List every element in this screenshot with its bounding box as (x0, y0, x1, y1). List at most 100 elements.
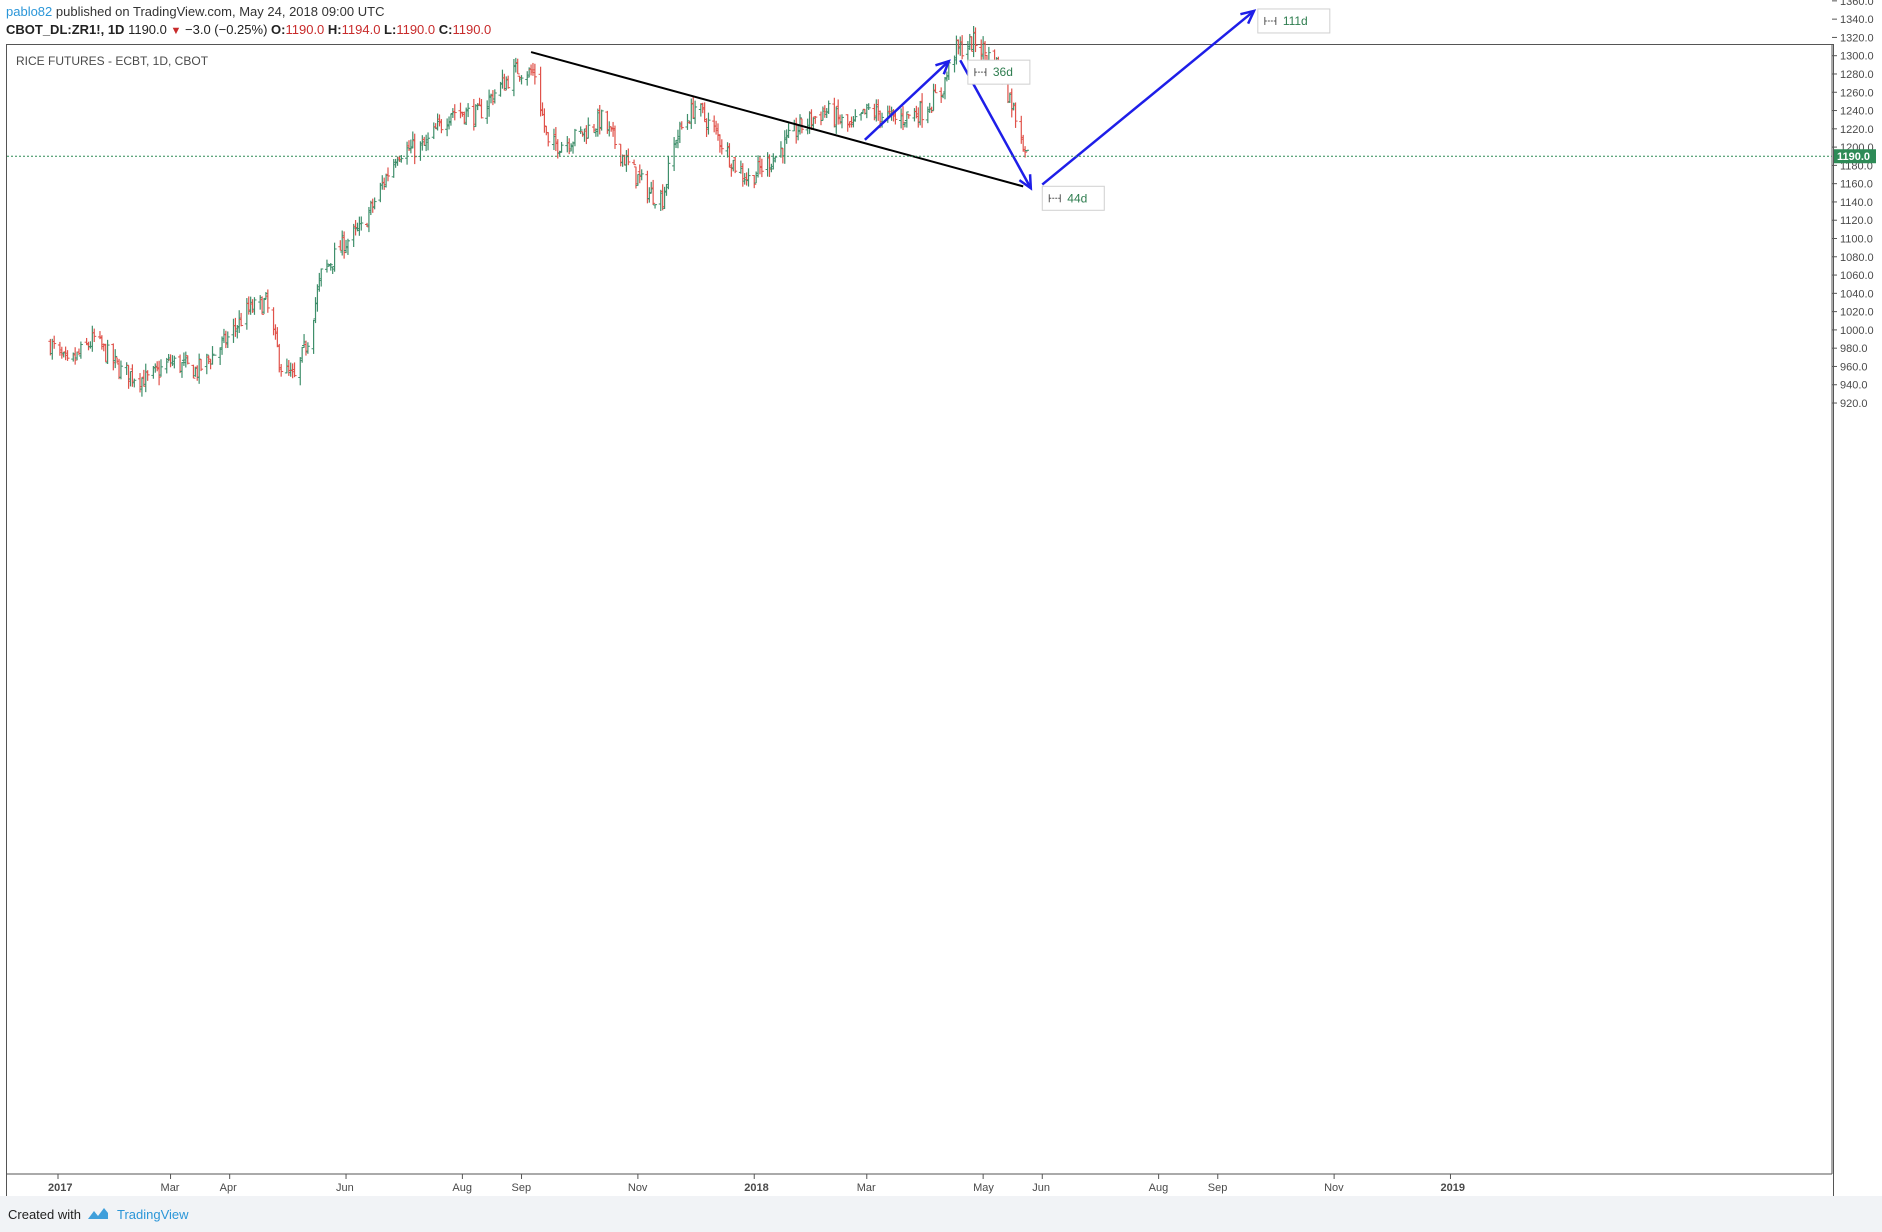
y-tick-label: 1040.0 (1840, 288, 1874, 300)
high-label: H: (327, 22, 342, 37)
trendline (530, 51, 1024, 188)
last-price-label: 1190.0 (1837, 151, 1870, 163)
low-value: 1190.0 (396, 22, 436, 37)
x-tick-label: Mar (857, 1182, 876, 1194)
created-with-text: Created with (8, 1207, 81, 1222)
x-tick-label: 2018 (744, 1182, 768, 1194)
y-tick-label: 960.0 (1840, 361, 1868, 373)
ohlc-bar (1023, 146, 1028, 158)
ohlc-bar (279, 364, 284, 377)
open-value: 1190.0 (285, 22, 325, 37)
x-tick-label: Sep (1208, 1182, 1228, 1194)
close-label: C: (438, 22, 453, 37)
ohlc-bar (746, 168, 751, 187)
y-tick-label: 1340.0 (1840, 14, 1874, 26)
ohlc-bar (906, 113, 911, 119)
y-tick-label: 1000.0 (1840, 325, 1874, 337)
x-tick-label: 2017 (48, 1182, 72, 1194)
chart-axes: 920.0 940.0 960.0 980.0 1000.0 1020.0 1040.0 10… (7, 0, 1876, 1194)
ohlc-bar (893, 110, 898, 125)
x-tick-label: 2019 (1440, 1182, 1464, 1194)
ohlc-bar (752, 174, 757, 189)
y-tick-label: 1280.0 (1840, 69, 1874, 81)
ohlc-bar (546, 131, 551, 147)
ohlc-bar (385, 167, 390, 182)
ohlc-bar (515, 58, 520, 75)
forecast-arrow-1 (864, 60, 950, 141)
ohlc-bar (773, 156, 778, 163)
ohlc-bar (239, 312, 244, 327)
ohlc-bar (332, 242, 337, 272)
y-tick-label: 1160.0 (1840, 179, 1873, 191)
x-tick-label: Apr (220, 1182, 237, 1194)
down-triangle-icon: ▼ (170, 25, 182, 37)
tradingview-link[interactable]: TradingView (117, 1207, 189, 1222)
ohlc-bar (679, 121, 684, 130)
y-tick-label: 1100.0 (1840, 234, 1873, 246)
close-value: 1190.0 (452, 22, 492, 37)
ohlc-bar (706, 112, 711, 135)
ohlc-bar (866, 103, 871, 111)
ohlc-bar (300, 346, 305, 363)
ohlc-bar (933, 84, 938, 94)
ohlc-bar (532, 63, 537, 85)
ohlc-bar (206, 355, 211, 365)
ohlc-bar (164, 357, 169, 374)
range-label: 36d (967, 59, 1031, 85)
y-tick-label: 1060.0 (1840, 270, 1874, 282)
ohlc-bar (502, 73, 507, 91)
ohlc-bar (813, 115, 818, 124)
ohlc-bar (572, 128, 577, 147)
ohlc-bar (719, 139, 724, 155)
arrowhead-icon (1018, 174, 1033, 191)
ohlc-bar (452, 104, 457, 121)
high-value: 1194.0 (341, 22, 381, 37)
ohlc-bar (733, 156, 738, 174)
footer-bar: Created with TradingView (0, 1196, 1882, 1232)
ohlc-bar (292, 362, 297, 378)
ohlc-bar (973, 27, 978, 53)
y-tick-label: 1320.0 (1840, 32, 1874, 44)
ohlc-bar (439, 119, 444, 134)
arrowhead-icon (1240, 9, 1257, 25)
y-tick-label: 940.0 (1840, 380, 1868, 392)
ohlc-bar (559, 141, 564, 153)
ohlc-bar (262, 298, 267, 314)
ohlc-bar (506, 75, 511, 89)
ohlc-bar (399, 155, 404, 163)
ohlc-bar (626, 148, 631, 166)
last-price: 1190.0 (128, 22, 167, 37)
ohlc-bars (48, 26, 1030, 397)
ohlc-bar (225, 331, 230, 348)
ohlc-bar (798, 114, 803, 135)
ohlc-bar (311, 319, 316, 354)
ohlc-bar (612, 125, 617, 149)
x-tick-label: Nov (1324, 1182, 1344, 1194)
x-tick-label: Aug (452, 1182, 472, 1194)
range-label-text: 44d (1067, 191, 1087, 205)
ohlc-bar (839, 114, 844, 129)
ohlc-bar (159, 359, 164, 377)
ohlc-bar (65, 350, 70, 361)
range-label-text: 111d (1283, 14, 1308, 28)
ohlc-bar (132, 378, 137, 388)
ohlc-bar (960, 35, 965, 60)
y-tick-label: 980.0 (1840, 343, 1868, 355)
ohlc-bar (172, 355, 177, 369)
ohlc-bar (113, 349, 118, 369)
y-tick-label: 1220.0 (1840, 124, 1874, 136)
ohlc-bar (92, 328, 97, 343)
x-tick-label: Nov (628, 1182, 648, 1194)
tradingview-logo-icon[interactable] (86, 1205, 110, 1223)
ohlc-bar (1025, 149, 1030, 152)
y-tick-label: 1260.0 (1840, 87, 1874, 99)
chart-frame[interactable] (6, 44, 1834, 1197)
publish-header: pablo82 published on TradingView.com, Ma… (0, 0, 1882, 41)
author-link[interactable]: pablo82 (6, 4, 53, 19)
chart-drawings: 36d 44d 111d (530, 8, 1331, 211)
ohlc-bar (859, 112, 864, 121)
ohlc-bar (853, 109, 858, 122)
ohlc-bar (78, 341, 83, 359)
ohlc-bar (105, 339, 110, 364)
